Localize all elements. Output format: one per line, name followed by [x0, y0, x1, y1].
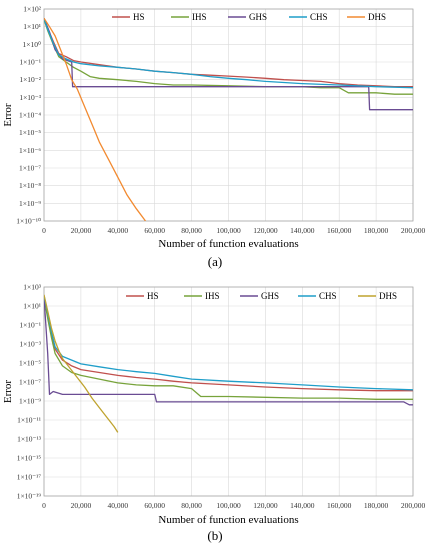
y-tick-label: 1×10¹: [23, 22, 41, 31]
x-tick-label: 200,000: [401, 501, 426, 510]
x-tick-label: 40,000: [107, 501, 128, 510]
x-tick-label: 140,000: [290, 501, 315, 510]
x-tick-label: 20,000: [71, 226, 92, 235]
series-line-hs: [44, 296, 413, 392]
x-tick-label: 160,000: [327, 501, 352, 510]
y-tick-label: 1×10⁻⁶: [19, 146, 41, 155]
legend-label-ghs: GHS: [249, 12, 267, 22]
y-tick-label: 1×10⁻¹: [19, 321, 41, 330]
x-tick-label: 100,000: [216, 226, 241, 235]
legend-label-ghs: GHS: [261, 291, 279, 301]
legend-label-dhs: DHS: [368, 12, 386, 22]
y-tick-label: 1×10⁻⁷: [19, 378, 41, 387]
x-tick-label: 40,000: [107, 226, 128, 235]
series-line-ghs: [44, 296, 413, 406]
y-tick-label: 1×10⁰: [23, 40, 42, 49]
x-axis-title: Number of function evaluations: [158, 514, 298, 526]
y-tick-label: 1×10⁻⁴: [19, 111, 41, 120]
plot-frame: [43, 286, 414, 497]
y-tick-label: 1×10¹: [23, 302, 41, 311]
y-tick-label: 1×10⁻¹: [19, 58, 41, 67]
x-tick-label: 0: [42, 501, 46, 510]
y-tick-label: 1×10⁻¹¹: [17, 416, 41, 425]
x-tick-label: 140,000: [290, 226, 315, 235]
legend-label-ihs: IHS: [205, 291, 220, 301]
y-tick-label: 1×10⁻¹⁵: [17, 454, 42, 463]
legend-label-ihs: IHS: [192, 12, 207, 22]
chart-panel-a: 0 20,000 40,000 60,000 80,000 100,000 120,000 1…: [2, 5, 425, 270]
x-tick-label: 120,000: [253, 501, 278, 510]
series-line-chs: [44, 295, 413, 391]
panel-label: (b): [207, 528, 222, 543]
y-tick-label: 1×10²: [23, 5, 41, 14]
series-group: [44, 17, 413, 221]
series-line-dhs: [44, 17, 147, 221]
legend-label-hs: HS: [133, 12, 145, 22]
y-axis-title: Error: [2, 103, 14, 127]
y-tick-label: 1×10³: [23, 283, 41, 292]
panel-label: (a): [208, 254, 222, 269]
series-line-ihs: [44, 19, 413, 95]
series-group: [44, 294, 413, 433]
legend: HS IHS GHS CHS DHS: [126, 291, 397, 301]
legend-label-chs: CHS: [319, 291, 337, 301]
series-line-chs: [44, 18, 413, 89]
y-tick-label: 1×10⁻¹⁰: [16, 217, 41, 226]
x-tick-label: 0: [42, 226, 46, 235]
x-axis-title: Number of function evaluations: [158, 238, 298, 250]
x-tick-label: 180,000: [364, 226, 389, 235]
x-tick-label: 180,000: [364, 501, 389, 510]
y-tick-label: 1×10⁻¹³: [17, 435, 42, 444]
series-line-ihs: [44, 297, 413, 400]
x-tick-label: 120,000: [253, 226, 278, 235]
y-tick-label: 1×10⁻⁵: [19, 128, 41, 137]
y-tick-label: 1×10⁻⁸: [19, 181, 41, 190]
x-tick-label: 80,000: [181, 226, 202, 235]
x-tick-label: 20,000: [71, 501, 92, 510]
x-tick-label: 100,000: [216, 501, 241, 510]
y-axis-title: Error: [2, 380, 14, 404]
x-tick-label: 60,000: [144, 501, 165, 510]
y-tick-label: 1×10⁻⁷: [19, 164, 41, 173]
y-tick-label: 1×10⁻³: [19, 93, 41, 102]
y-tick-label: 1×10⁻¹⁷: [17, 473, 42, 482]
legend-label-chs: CHS: [310, 12, 328, 22]
y-tick-label: 1×10⁻²: [19, 75, 41, 84]
legend: HS IHS GHS CHS DHS: [112, 12, 386, 22]
y-tick-label: 1×10⁻⁹: [19, 199, 41, 208]
x-tick-label: 60,000: [144, 226, 165, 235]
chart-panel-b: 0 20,000 40,000 60,000 80,000 100,000 120,000 1…: [2, 283, 425, 544]
series-line-dhs: [44, 294, 119, 433]
plot-frame: [43, 8, 414, 222]
y-tick-label: 1×10⁻⁹: [19, 397, 41, 406]
y-tick-label: 1×10⁻⁵: [19, 359, 41, 368]
y-tick-label: 1×10⁻¹⁹: [17, 492, 42, 501]
x-tick-label: 200,000: [401, 226, 426, 235]
x-tick-label: 80,000: [181, 501, 202, 510]
y-tick-label: 1×10⁻³: [19, 340, 41, 349]
legend-label-dhs: DHS: [379, 291, 397, 301]
x-tick-label: 160,000: [327, 226, 352, 235]
legend-label-hs: HS: [147, 291, 159, 301]
